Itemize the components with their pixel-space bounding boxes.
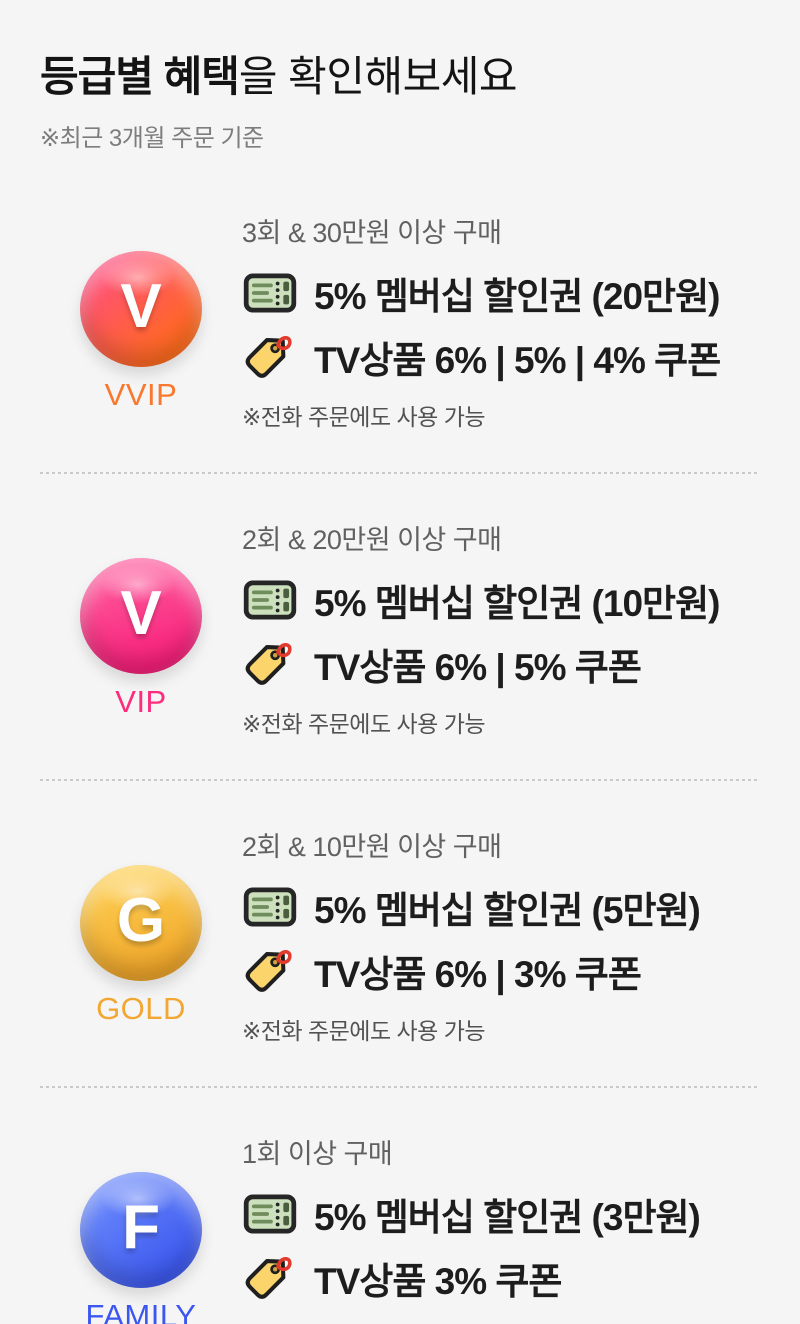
tier-list: V VVIP 3회 & 30만원 이상 구매 5% 멤버십 할인권 (20만원): [40, 209, 760, 1324]
page-subtitle: ※최근 3개월 주문 기준: [40, 124, 264, 152]
tag-icon-slot: [242, 639, 298, 689]
tier-badge-column: V VIP: [40, 516, 242, 720]
tier-condition: 2회 & 20만원 이상 구매: [242, 524, 502, 555]
tag-icon-slot: [242, 946, 298, 996]
dashed-divider: [40, 471, 760, 474]
ticket-icon-slot: [242, 273, 298, 313]
tier-label-family: FAMILY: [85, 1297, 197, 1324]
ticket-icon: [243, 273, 297, 313]
benefit-text: TV상품 6% | 5% | 4% 쿠폰: [314, 339, 721, 381]
tier-condition: 2회 & 10만원 이상 구매: [242, 831, 502, 862]
tier-badge-column: V VVIP: [40, 209, 242, 413]
benefit-row: TV상품 6% | 3% 쿠폰: [242, 944, 760, 998]
vvip-badge-icon: V: [80, 250, 202, 367]
ticket-icon-slot: [242, 1194, 298, 1234]
tag-icon: [245, 949, 292, 992]
ticket-icon-slot: [242, 580, 298, 620]
benefit-row: TV상품 6% | 5% | 4% 쿠폰: [242, 330, 760, 384]
tier-badge-column: F FAMILY: [40, 1130, 242, 1324]
tier-benefits-column: 1회 이상 구매 5% 멤버십 할인권 (3만원) TV상품 3% 쿠폰: [242, 1130, 760, 1315]
ticket-icon: [243, 1194, 297, 1234]
page-title: 등급별 혜택을 확인해보세요: [40, 52, 760, 102]
benefit-text: 5% 멤버십 할인권 (20만원): [314, 275, 720, 317]
benefit-text: TV상품 3% 쿠폰: [314, 1260, 562, 1302]
benefit-row: TV상품 6% | 5% 쿠폰: [242, 637, 760, 691]
badge-letter: F: [122, 1193, 160, 1263]
benefit-row: TV상품 3% 쿠폰: [242, 1251, 760, 1305]
tier-benefits-column: 2회 & 20만원 이상 구매 5% 멤버십 할인권 (10만원) TV상품: [242, 516, 760, 739]
tier-note: ※전화 주문에도 사용 가능: [242, 1017, 486, 1044]
benefit-text: TV상품 6% | 3% 쿠폰: [314, 953, 642, 995]
benefit-row: 5% 멤버십 할인권 (20만원): [242, 266, 760, 320]
tier-row-vvip: V VVIP 3회 & 30만원 이상 구매 5% 멤버십 할인권 (20만원): [40, 209, 760, 432]
benefit-text: 5% 멤버십 할인권 (5만원): [314, 889, 701, 931]
page-title-rest: 을 확인해보세요: [238, 53, 518, 100]
dashed-divider: [40, 778, 760, 781]
benefit-text: 5% 멤버십 할인권 (10만원): [314, 582, 720, 624]
tier-badge-column: G GOLD: [40, 823, 242, 1027]
tier-label-vvip: VVIP: [104, 376, 178, 412]
family-badge-icon: F: [80, 1171, 202, 1288]
benefit-text: TV상품 6% | 5% 쿠폰: [314, 646, 642, 688]
tier-benefits-column: 3회 & 30만원 이상 구매 5% 멤버십 할인권 (20만원) TV상품: [242, 209, 760, 432]
benefit-text: 5% 멤버십 할인권 (3만원): [314, 1196, 701, 1238]
badge-letter: V: [120, 272, 162, 342]
tier-condition: 1회 이상 구매: [242, 1138, 393, 1169]
tag-icon-slot: [242, 332, 298, 382]
ticket-icon: [243, 887, 297, 927]
benefit-row: 5% 멤버십 할인권 (3만원): [242, 1187, 760, 1241]
vip-badge-icon: V: [80, 557, 202, 674]
tier-row-gold: G GOLD 2회 & 10만원 이상 구매 5% 멤버십 할인권 (5만원): [40, 823, 760, 1046]
ticket-icon: [243, 580, 297, 620]
tag-icon: [245, 1256, 292, 1299]
tag-icon-slot: [242, 1253, 298, 1303]
tier-benefits-column: 2회 & 10만원 이상 구매 5% 멤버십 할인권 (5만원) TV상품: [242, 823, 760, 1046]
tier-label-gold: GOLD: [96, 990, 186, 1026]
badge-letter: G: [116, 886, 166, 956]
tag-icon: [245, 642, 292, 685]
benefit-row: 5% 멤버십 할인권 (10만원): [242, 573, 760, 627]
gold-badge-icon: G: [80, 864, 202, 981]
badge-letter: V: [120, 579, 162, 649]
tier-note: ※전화 주문에도 사용 가능: [242, 710, 486, 737]
page-title-strong: 등급별 혜택: [40, 53, 240, 100]
tag-icon: [245, 335, 292, 378]
tier-label-vip: VIP: [115, 683, 167, 719]
tier-condition: 3회 & 30만원 이상 구매: [242, 217, 502, 248]
ticket-icon-slot: [242, 887, 298, 927]
benefit-row: 5% 멤버십 할인권 (5만원): [242, 880, 760, 934]
dashed-divider: [40, 1085, 760, 1088]
tier-note: ※전화 주문에도 사용 가능: [242, 403, 486, 430]
tier-row-vip: V VIP 2회 & 20만원 이상 구매 5% 멤버십 할인권 (10만원): [40, 516, 760, 739]
tier-row-family: F FAMILY 1회 이상 구매 5% 멤버십 할인권 (3만원): [40, 1130, 760, 1324]
